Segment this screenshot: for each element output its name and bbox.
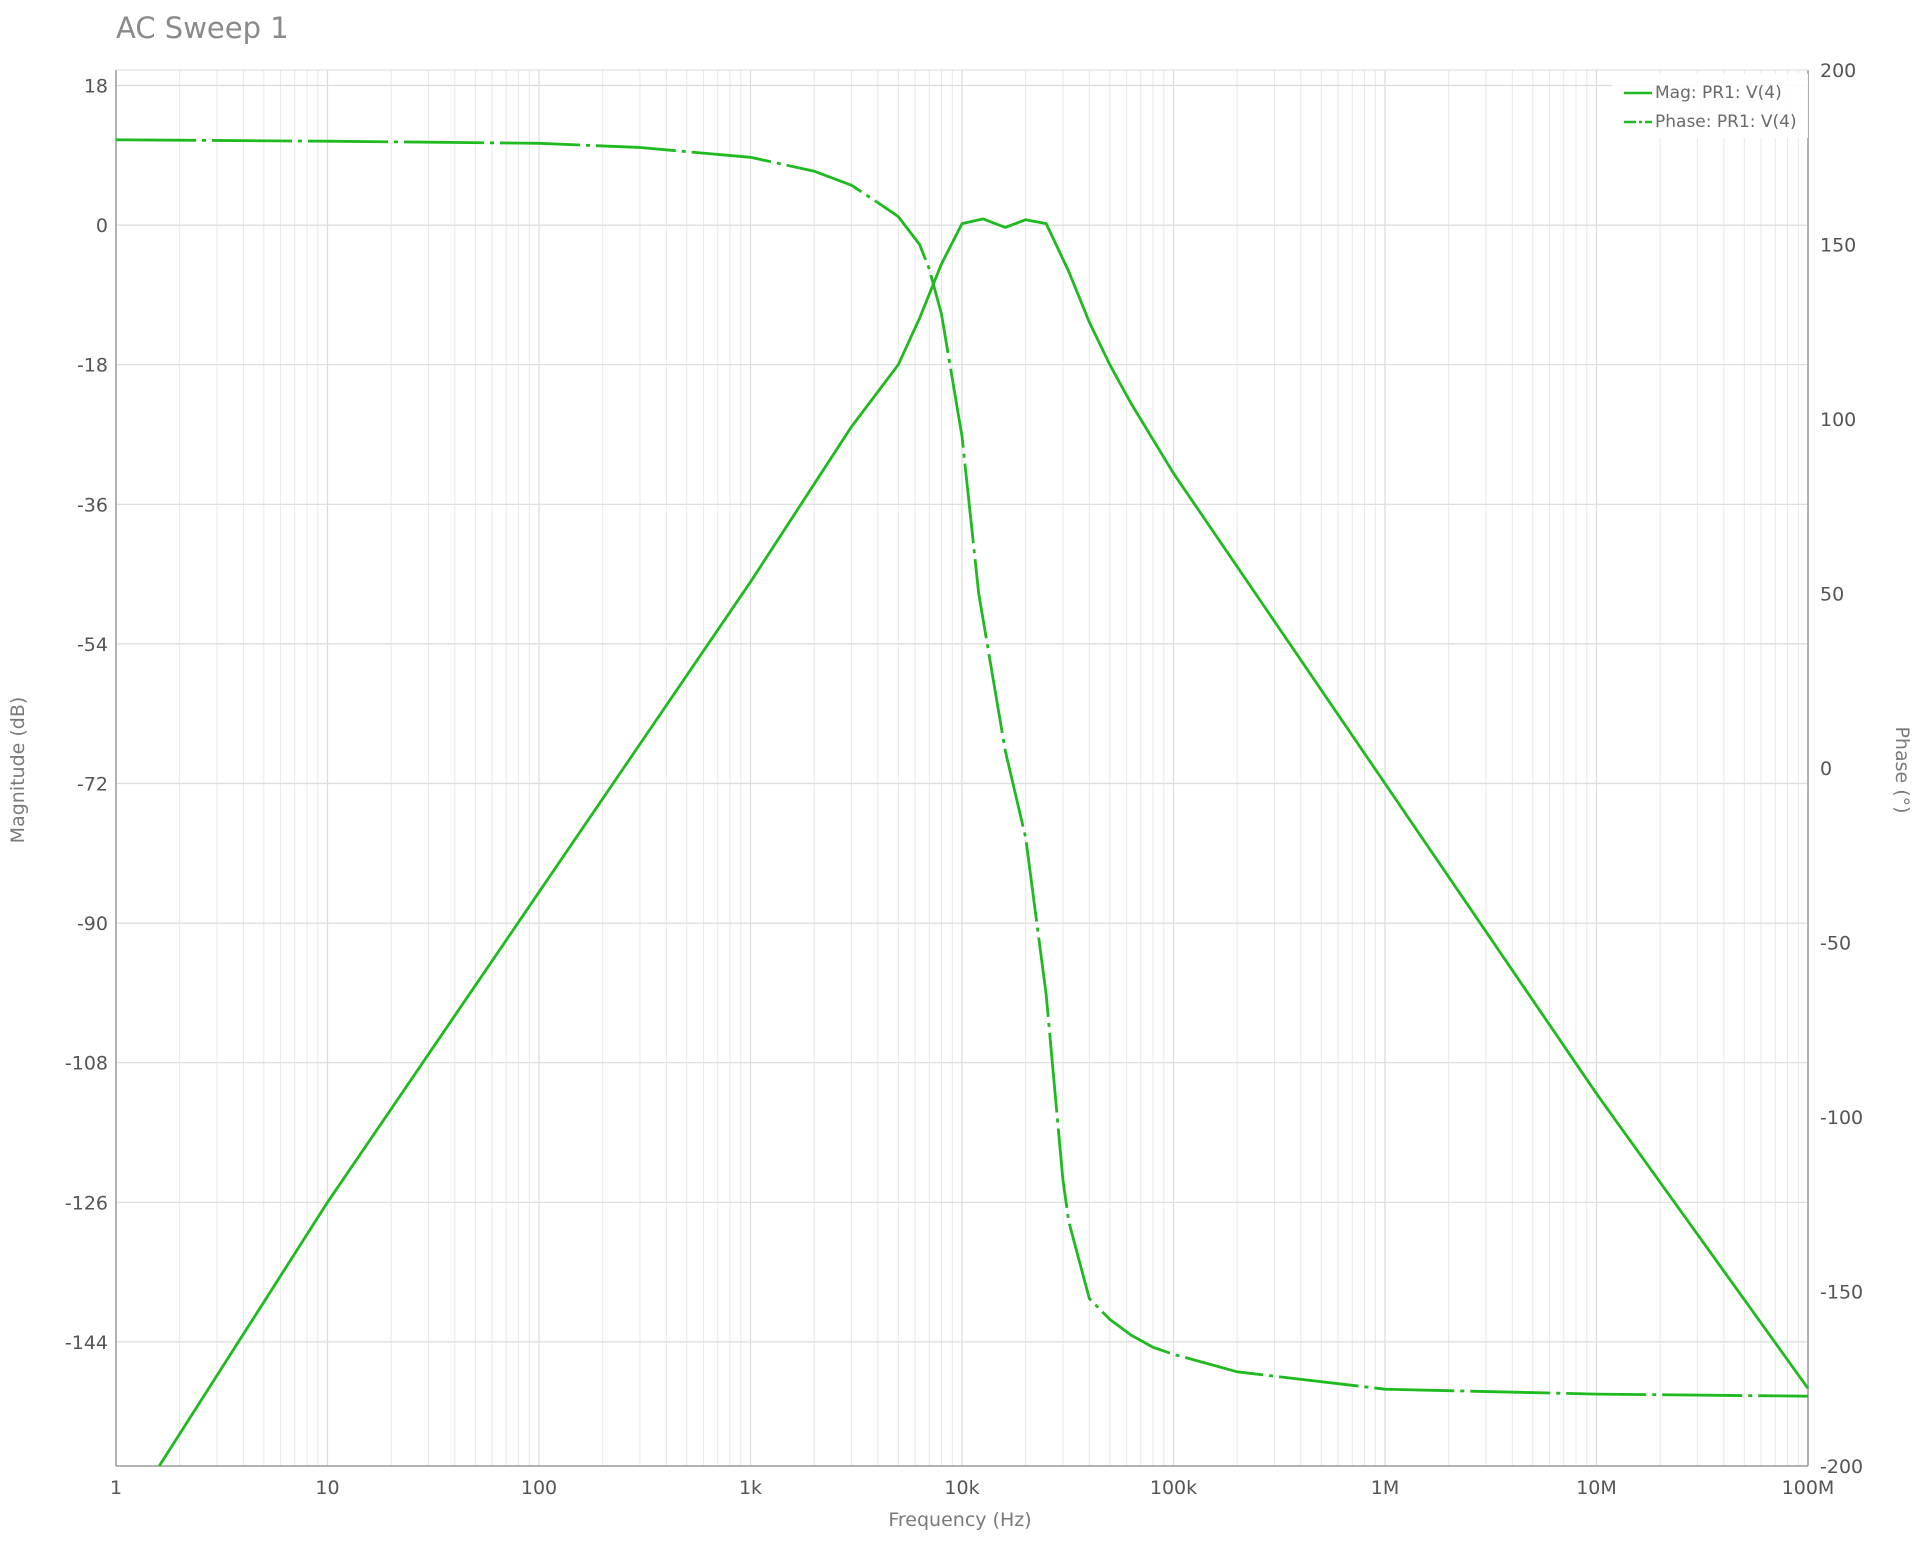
x-tick-label: 10 — [315, 1477, 339, 1499]
y-tick-label: 0 — [96, 215, 108, 237]
y-tick-label: -126 — [65, 1192, 108, 1214]
x-tick-label: 1k — [739, 1477, 762, 1499]
y-tick-label: -90 — [77, 913, 108, 935]
y-tick-label: -144 — [65, 1332, 108, 1354]
x-tick-label: 1M — [1371, 1477, 1399, 1499]
y2-tick-label: 100 — [1820, 409, 1856, 431]
x-tick-label: 100 — [521, 1477, 557, 1499]
legend-label-phase: Phase: PR1: V(4) — [1655, 112, 1797, 132]
x-tick-label: 100M — [1782, 1477, 1835, 1499]
series-line-phase — [115, 138, 1809, 1398]
y2-tick-label: -150 — [1820, 1282, 1863, 1304]
y-tick-label: -108 — [65, 1053, 108, 1075]
y2-axis-title: Phase (°) — [1891, 726, 1913, 813]
chart-title: AC Sweep 1 — [116, 11, 289, 45]
y-tick-label: -72 — [77, 774, 108, 796]
x-tick-label: 1 — [110, 1477, 122, 1499]
y-tick-label: -36 — [77, 494, 108, 516]
y2-tick-label: 150 — [1820, 235, 1856, 257]
axes — [115, 69, 1809, 1467]
x-tick-label: 100k — [1150, 1477, 1197, 1499]
y-tick-label: -54 — [77, 634, 108, 656]
series-layer — [115, 138, 1810, 1467]
y2-tick-label: 200 — [1820, 60, 1856, 82]
y2-tick-label: 0 — [1820, 758, 1832, 780]
y2-tick-label: 50 — [1820, 584, 1844, 606]
legend-label-mag: Mag: PR1: V(4) — [1655, 83, 1782, 103]
y-axis-title: Magnitude (dB) — [7, 697, 29, 844]
y-tick-label: -18 — [77, 355, 108, 377]
series-line-magnitude — [158, 217, 1810, 1467]
legend-background — [1612, 74, 1808, 138]
y2-tick-label: -50 — [1820, 933, 1851, 955]
y2-tick-label: -200 — [1820, 1456, 1863, 1478]
legend: Mag: PR1: V(4) Phase: PR1: V(4) — [1612, 74, 1808, 138]
x-tick-label: 10M — [1576, 1477, 1617, 1499]
x-tick-label: 10k — [944, 1477, 979, 1499]
y2-tick-label: -100 — [1820, 1107, 1863, 1129]
grid — [115, 70, 1809, 1466]
y-tick-label: 18 — [84, 76, 108, 98]
tick-labels: 1 10 100 1k 10k 100k 1M 10M 100M 18 0 -18 -36 -54 -72 -… — [65, 60, 1863, 1499]
x-axis-title: Frequency (Hz) — [888, 1509, 1031, 1531]
